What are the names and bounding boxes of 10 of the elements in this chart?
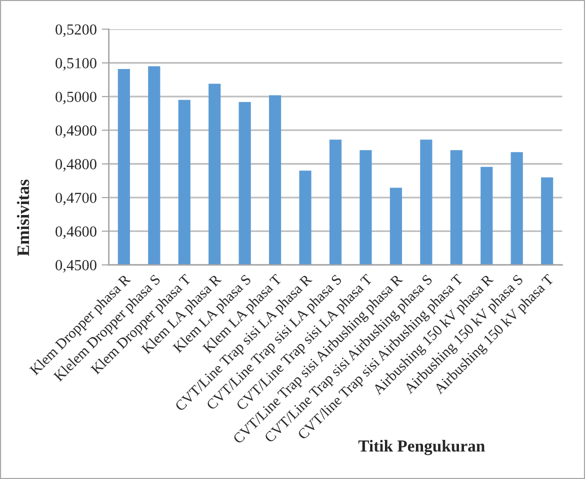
- y-tick-label: 0,4500: [56, 260, 96, 273]
- y-tick-label: 0,4600: [56, 226, 96, 239]
- y-axis-title: Emisivitas: [16, 180, 30, 256]
- x-axis-title: Titik Pengukuran: [358, 440, 485, 456]
- y-tick-label: 0,5100: [56, 58, 96, 71]
- y-tick-label: 0,4800: [56, 159, 96, 172]
- y-tick-label: 0,4900: [56, 125, 96, 138]
- y-tick-label: 0,5000: [56, 92, 96, 104]
- y-tick-label: 0,5200: [56, 24, 96, 37]
- y-tick-label: 0,4700: [56, 192, 96, 206]
